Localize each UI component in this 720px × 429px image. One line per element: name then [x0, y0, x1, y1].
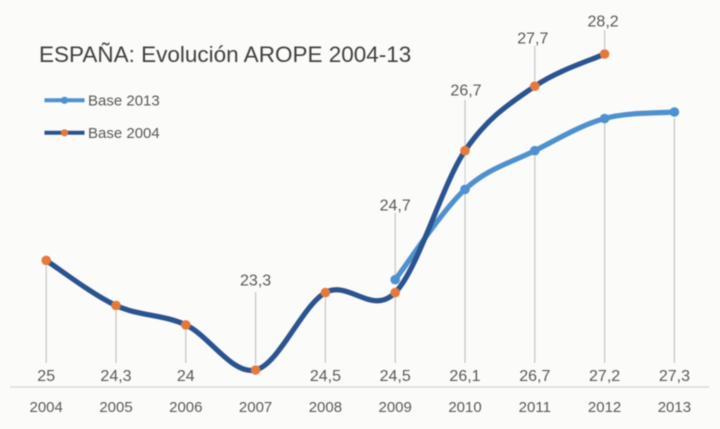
svg-text:27,3: 27,3 — [659, 368, 690, 385]
svg-text:24,7: 24,7 — [380, 198, 411, 215]
svg-text:2011: 2011 — [519, 399, 551, 416]
svg-text:23,3: 23,3 — [240, 273, 271, 290]
svg-text:Base 2004: Base 2004 — [88, 125, 160, 142]
svg-text:2008: 2008 — [309, 399, 342, 416]
svg-text:27,7: 27,7 — [517, 31, 548, 48]
svg-text:2009: 2009 — [379, 399, 412, 416]
svg-text:24,5: 24,5 — [380, 368, 411, 385]
svg-text:24,5: 24,5 — [310, 368, 341, 385]
svg-text:26,1: 26,1 — [449, 368, 480, 385]
svg-text:2006: 2006 — [169, 399, 202, 416]
svg-text:ESPAÑA: Evolución AROPE 2004-1: ESPAÑA: Evolución AROPE 2004-13 — [39, 42, 411, 67]
svg-text:2012: 2012 — [588, 399, 621, 416]
svg-text:28,2: 28,2 — [588, 14, 619, 31]
svg-text:Base 2013: Base 2013 — [88, 92, 160, 109]
svg-text:2007: 2007 — [239, 399, 272, 416]
svg-text:24,3: 24,3 — [100, 368, 131, 385]
svg-text:2010: 2010 — [448, 399, 481, 416]
svg-text:24: 24 — [177, 368, 195, 385]
svg-text:2013: 2013 — [658, 399, 691, 416]
svg-text:2005: 2005 — [99, 399, 132, 416]
svg-text:27,2: 27,2 — [589, 368, 620, 385]
svg-text:26,7: 26,7 — [450, 83, 481, 100]
svg-text:26,7: 26,7 — [519, 368, 550, 385]
svg-text:25: 25 — [37, 368, 55, 385]
svg-text:2004: 2004 — [30, 399, 63, 416]
